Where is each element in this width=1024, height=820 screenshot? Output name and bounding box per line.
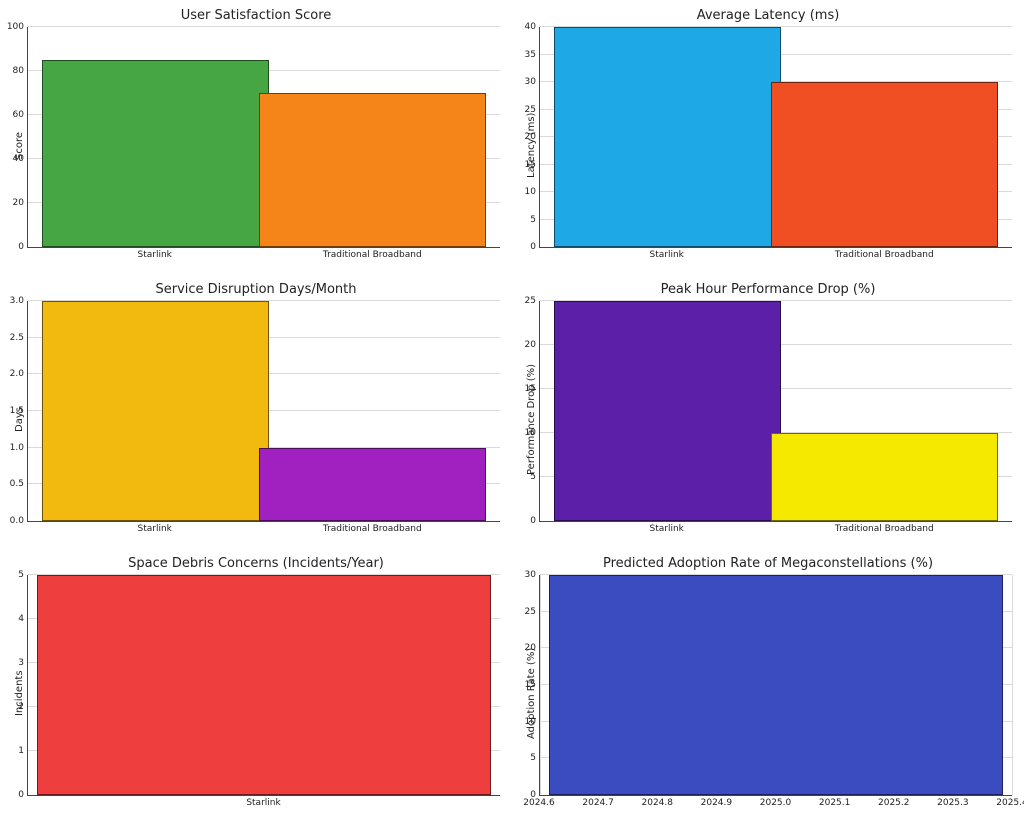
y-tick-label: 10 [525,428,540,438]
plot-area: 0.00.51.01.52.02.53.0 [27,301,500,522]
chart-title: Peak Hour Performance Drop (%) [524,282,1012,297]
chart-title: Average Latency (ms) [524,8,1012,23]
y-tick-label: 20 [525,340,540,350]
y-tick-label: 10 [525,187,540,197]
y-tick-label: 60 [13,110,28,120]
y-tick-label: 5 [530,215,540,225]
y-tick-label: 40 [525,22,540,32]
y-tick-label: 2 [18,702,28,712]
plot-area: 0510152025303540 [539,27,1012,248]
chart-title: Service Disruption Days/Month [12,282,500,297]
vgridline [540,575,541,795]
y-axis-label: Performance Drop (%) [524,301,539,538]
x-tick-label: Starlink [650,524,684,534]
panel-latency: Average Latency (ms) Latency (ms) 051015… [524,8,1012,264]
y-tick-label: 1.5 [10,406,28,416]
x-axis-ticks: Starlink Traditional Broadband [539,522,1012,538]
y-tick-label: 2.5 [10,333,28,343]
y-tick-label: 20 [525,643,540,653]
plot-area: 012345 [27,575,500,796]
x-tick-label: 2025.0 [760,798,792,808]
y-tick-label: 80 [13,66,28,76]
x-axis-ticks: Starlink [27,796,500,812]
panel-adoption: Predicted Adoption Rate of Megaconstella… [524,556,1012,812]
gridline [28,26,500,27]
y-tick-label: 3.0 [10,296,28,306]
y-tick-label: 4 [18,614,28,624]
x-tick-label: Starlink [138,250,172,260]
bar [554,301,781,521]
bar [771,433,998,521]
x-tick-label: 2024.7 [582,798,614,808]
chart-title: User Satisfaction Score [12,8,500,23]
panel-disruption: Service Disruption Days/Month Days 0.00.… [12,282,500,538]
y-tick-label: 5 [530,753,540,763]
x-tick-label: Traditional Broadband [323,250,422,260]
x-tick-label: Starlink [650,250,684,260]
x-tick-label: 2025.1 [819,798,851,808]
x-tick-label: Traditional Broadband [835,250,934,260]
y-axis-label: Incidents [12,575,27,812]
y-tick-label: 1 [18,746,28,756]
x-axis-ticks: 2024.62024.72024.82024.92025.02025.12025… [539,796,1012,812]
plot-area: 020406080100 [27,27,500,248]
bar [259,93,486,247]
vgridline [1012,575,1013,795]
y-tick-label: 35 [525,50,540,60]
bar [42,60,269,247]
y-tick-label: 25 [525,105,540,115]
y-tick-label: 5 [530,472,540,482]
x-axis-ticks: Starlink Traditional Broadband [539,248,1012,264]
y-tick-label: 25 [525,607,540,617]
bar [37,575,490,795]
bar [771,82,998,247]
y-tick-label: 0.0 [10,516,28,526]
chart-title: Predicted Adoption Rate of Megaconstella… [524,556,1012,571]
y-tick-label: 40 [13,154,28,164]
y-tick-label: 3 [18,658,28,668]
y-axis-label: Latency (ms) [524,27,539,264]
bar [549,575,1002,795]
bar [42,301,269,521]
bar [259,448,486,521]
x-axis-ticks: Starlink Traditional Broadband [27,522,500,538]
panel-satisfaction: User Satisfaction Score Score 0204060801… [12,8,500,264]
chart-grid: User Satisfaction Score Score 0204060801… [0,0,1024,820]
bar [554,27,781,247]
y-tick-label: 10 [525,717,540,727]
x-tick-label: 2025.2 [878,798,910,808]
x-tick-label: Starlink [246,798,280,808]
y-tick-label: 20 [525,132,540,142]
y-tick-label: 5 [18,570,28,580]
y-tick-label: 15 [525,384,540,394]
x-tick-label: 2024.9 [701,798,733,808]
y-tick-label: 2.0 [10,369,28,379]
y-tick-label: 100 [7,22,28,32]
x-tick-label: Traditional Broadband [835,524,934,534]
y-tick-label: 25 [525,296,540,306]
y-tick-label: 0.5 [10,479,28,489]
y-tick-label: 15 [525,160,540,170]
x-tick-label: 2025.3 [937,798,969,808]
x-tick-label: 2024.6 [523,798,555,808]
y-tick-label: 30 [525,77,540,87]
plot-area: 0510152025 [539,301,1012,522]
y-tick-label: 30 [525,570,540,580]
y-tick-label: 1.0 [10,443,28,453]
y-tick-label: 20 [13,198,28,208]
x-tick-label: Starlink [138,524,172,534]
panel-debris: Space Debris Concerns (Incidents/Year) I… [12,556,500,812]
chart-title: Space Debris Concerns (Incidents/Year) [12,556,500,571]
plot-area: 051015202530 [539,575,1012,796]
x-tick-label: 2025.4 [996,798,1024,808]
y-axis-label: Score [12,27,27,264]
x-axis-ticks: Starlink Traditional Broadband [27,248,500,264]
y-tick-label: 15 [525,680,540,690]
x-tick-label: 2024.8 [642,798,674,808]
panel-peak: Peak Hour Performance Drop (%) Performan… [524,282,1012,538]
x-tick-label: Traditional Broadband [323,524,422,534]
